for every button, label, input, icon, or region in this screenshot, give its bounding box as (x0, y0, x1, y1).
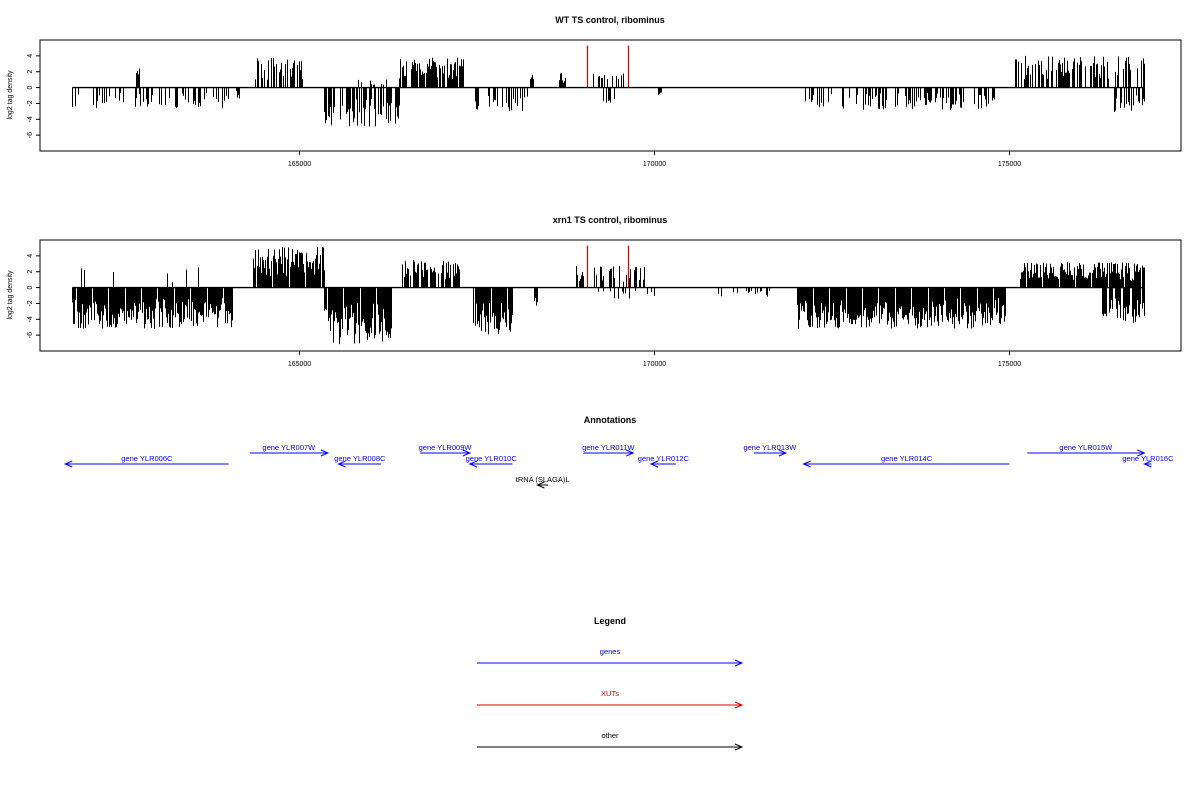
legend-item-1-head (734, 701, 744, 709)
legend-item-0: genes (477, 647, 744, 667)
panel-xrn1: xrn1 TS control, ribominus log2 tag dens… (7, 215, 1182, 368)
panel-2-xtick-label-1: 170000 (643, 361, 666, 368)
annotation-5: tRNA (SLAGA)L (516, 475, 570, 489)
annotation-4: gene YLR010C (466, 454, 518, 468)
annotation-0-head (63, 460, 73, 468)
annotation-6: gene YLR011W (582, 443, 635, 457)
legend-title: Legend (594, 616, 626, 626)
panel-2-ytick-label-0: -6 (27, 332, 34, 338)
annotation-0: gene YLR006C (63, 454, 229, 468)
annotation-label-10: gene YLR015W (1059, 443, 1113, 452)
legend-label-2: other (601, 731, 619, 740)
annotation-11-head (1143, 460, 1152, 468)
panel-2-ytick-label-4: 2 (27, 270, 34, 274)
panel-2-ylabel: log2 tag density (7, 270, 14, 320)
annotation-label-11: gene YLR016C (1122, 454, 1174, 463)
legend-label-0: genes (600, 647, 621, 656)
annotation-11: gene YLR016C (1122, 454, 1174, 468)
panel-1-xtick-label-0: 165000 (288, 161, 311, 168)
panel-1-ytick-label-5: 4 (27, 54, 34, 58)
annotation-features: gene YLR006C gene YLR007W gene YLR008C gene… (63, 443, 1174, 489)
legend-items: genes XUTs other (477, 647, 744, 751)
annotation-label-3: gene YLR009W (419, 443, 473, 452)
panel-2-bars (72, 245, 1145, 345)
annotation-4-head (468, 460, 478, 468)
panel-1-bars (72, 45, 1145, 127)
panel-1-axes: -6 -4 -2 0 2 4 165000 170000 175000 (27, 39, 1182, 168)
panel-wt: WT TS control, ribominus log2 tag densit… (7, 15, 1182, 168)
panel-1-ytick-label-1: -4 (27, 116, 34, 122)
panel-1-title: WT TS control, ribominus (555, 15, 665, 25)
panel-2-ytick-label-1: -4 (27, 316, 34, 322)
annotation-10-head (1137, 449, 1146, 457)
panel-1-ytick-label-0: -6 (27, 132, 34, 138)
panel-2-ytick-label-5: 4 (27, 254, 34, 258)
panel-2-xtick-label-0: 165000 (288, 361, 311, 368)
annotation-2: gene YLR008C (334, 454, 386, 468)
legend-item-1: XUTs (477, 689, 744, 709)
annotation-label-9: gene YLR014C (881, 454, 933, 463)
annotation-label-1: gene YLR007W (262, 443, 316, 452)
legend-item-2: other (477, 731, 744, 751)
panel-1-ytick-label-4: 2 (27, 70, 34, 74)
annotation-label-7: gene YLR012C (638, 454, 690, 463)
panel-2-axes: -6 -4 -2 0 2 4 165000 170000 175000 (27, 239, 1182, 368)
annotation-10: gene YLR015W (1027, 443, 1146, 457)
annotation-label-5: tRNA (SLAGA)L (516, 475, 570, 484)
panel-2-xtick-label-2: 175000 (998, 361, 1021, 368)
panel-1-frame (39, 39, 1182, 152)
panel-2-title: xrn1 TS control, ribominus (553, 215, 668, 225)
annotation-label-6: gene YLR011W (582, 443, 635, 452)
panel-1-ytick-label-2: -2 (27, 100, 34, 106)
panel-2-ytick-label-2: -2 (27, 300, 34, 306)
panel-1-xtick-label-2: 175000 (998, 161, 1021, 168)
annotation-9: gene YLR014C (802, 454, 1010, 468)
legend-item-2-head (734, 743, 744, 751)
legend: Legend genes XUTs other (477, 616, 744, 751)
annotation-8-head (778, 449, 788, 457)
annotation-9-head (802, 460, 811, 468)
annotations-title: Annotations (584, 415, 637, 425)
annotation-5-head (536, 481, 545, 489)
panel-1-ylabel: log2 tag density (7, 70, 14, 120)
annotation-1: gene YLR007W (249, 443, 330, 457)
annotation-6-head (626, 449, 635, 457)
panel-1-xtick-label-1: 170000 (643, 161, 666, 168)
annotation-label-2: gene YLR008C (334, 454, 386, 463)
legend-label-1: XUTs (601, 689, 619, 698)
annotation-3-head (462, 449, 472, 457)
annotation-2-head (337, 460, 346, 468)
annotation-7: gene YLR012C (638, 454, 690, 468)
annotation-8: gene YLR013W (743, 443, 797, 457)
annotation-label-0: gene YLR006C (121, 454, 173, 463)
annotation-label-8: gene YLR013W (743, 443, 797, 452)
annotation-label-4: gene YLR010C (466, 454, 518, 463)
annotation-1-head (320, 449, 330, 457)
legend-item-0-head (734, 659, 744, 667)
annotation-7-head (649, 460, 659, 468)
panel-2-ytick-label-3: 0 (27, 286, 34, 290)
annotation-3: gene YLR009W (419, 443, 473, 457)
panel-2-frame (39, 239, 1182, 352)
panel-1-ytick-label-3: 0 (27, 86, 34, 90)
